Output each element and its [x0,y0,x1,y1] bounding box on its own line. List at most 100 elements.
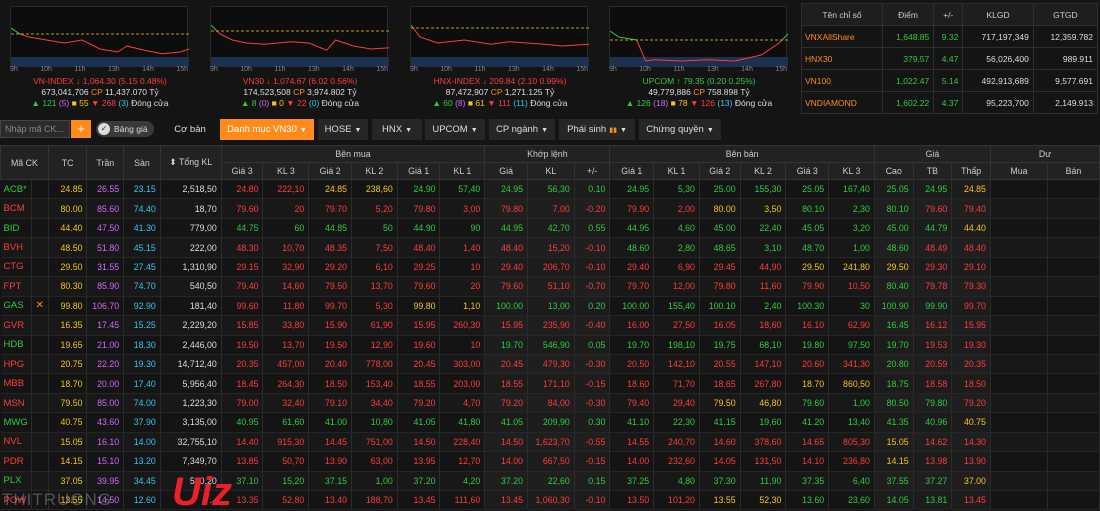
tab-vn30-portfolio[interactable]: Danh mục VN30 ▼ [220,119,314,140]
remove-icon[interactable] [31,335,49,355]
board-cell: 37.15 [308,471,352,492]
tab-hose[interactable]: HOSE ▼ [318,119,368,140]
board-cell [1047,432,1100,453]
tab-upcom[interactable]: UPCOM ▼ [425,119,485,140]
remove-icon[interactable] [31,412,49,433]
board-row[interactable]: PDR 14.15 15.10 13.20 7,349,70 13.85 50,70 13.9… [0,451,1100,472]
index-table-row[interactable]: VNXAllShare 1,648.85 9.32 717,197,349 12,359… [801,25,1099,48]
intraday-chart[interactable] [10,6,189,67]
tab-warrants[interactable]: Chứng quyền ▼ [639,119,721,140]
arrow-up-icon: ▲ [432,98,441,108]
remove-icon[interactable] [31,373,49,394]
remove-icon[interactable] [31,393,49,414]
index-table-row[interactable]: VNDIAMOND 1,602.22 4.37 95,223,700 2,149.913 [801,91,1099,114]
remove-icon[interactable] [31,257,49,278]
board-row[interactable]: MSN 79.50 85.00 74.00 1,223,30 79.00 32,40 79.1… [0,393,1100,414]
tab-basic[interactable]: Cơ bản [160,119,220,140]
board-row[interactable]: GAS ✕ 99.80 106.70 92.90 181,40 99.60 11,80 99.7… [0,296,1100,317]
board-row[interactable]: NVL 15.05 16.10 14.00 32,755,10 14.40 915,30 14… [0,432,1100,453]
remove-icon[interactable] [31,237,49,258]
remove-icon[interactable] [31,354,49,375]
board-row[interactable]: HDB 19.65 21.00 18.30 2,446,00 19.50 13,70 19.5… [0,335,1100,355]
index-card-hnx-index[interactable]: 9h 10h 11h 13h 14h 15h HNX-INDEX ↓ 209.84 (2.… [404,4,596,110]
intraday-chart[interactable] [210,6,389,67]
index-card-vn30[interactable]: 9h 10h 11h 13h 14h 15h VN30 ↓ 1,074.67 (6.02 … [204,4,396,110]
board-cell: 44.40 [951,218,991,239]
board-cell: 18.70 [48,373,88,394]
board-row[interactable]: PLX 37.05 39.95 34.45 580,20 37.10 15,20 37.15 1… [0,471,1100,492]
remove-icon[interactable] [31,218,49,239]
board-row[interactable]: BID 44.40 47.50 41.30 779,00 44.75 60 44.85 50 44… [0,218,1100,239]
board-row[interactable]: MWG 40.75 43.60 37.90 3,135,00 40.95 61,60 41.0… [0,412,1100,433]
intraday-chart[interactable] [410,6,589,67]
symbol-cell[interactable]: BCM [0,198,32,219]
remove-icon[interactable] [31,432,49,453]
remove-icon[interactable] [31,471,49,492]
board-row[interactable]: ACB* 24.85 26.55 23.15 2,518,50 24.80 222,10 24… [0,179,1100,200]
intraday-chart[interactable] [609,6,788,67]
symbol-cell[interactable]: MBB [0,373,32,394]
symbol-cell[interactable]: FPT [0,276,32,297]
board-row[interactable]: FPT 80.30 85.90 74.70 540,50 79.40 14,60 79.50 1… [0,276,1100,297]
symbol-cell[interactable]: NVL [0,432,32,453]
board-cell: 5,30 [351,296,398,317]
tab-sector[interactable]: CP ngành ▼ [489,119,555,140]
board-row[interactable]: CTG 29.50 31.55 27.45 1,310,90 29.15 32,90 29.2… [0,257,1100,278]
board-row[interactable]: MBB 18.70 20.00 17.40 5,956,40 18.45 264,30 18.… [0,373,1100,394]
add-symbol-button[interactable]: + [71,120,91,138]
symbol-cell[interactable]: GAS [0,296,32,317]
tab-derivatives[interactable]: Phái sinh ▮▮ ▼ [559,119,635,140]
symbol-search-input[interactable]: Nhập mã CK... [0,120,70,138]
symbol-cell[interactable]: BVH [0,237,32,258]
price-board-toggle[interactable]: ✓ Bảng giá [96,121,154,137]
symbol-cell[interactable]: HPG [0,354,32,375]
board-cell: 20.55 [699,354,741,375]
col-symbol[interactable]: Mã CK [0,145,49,180]
index-card-vn-index[interactable]: 9h 10h 11h 13h 14h 15h VN-INDEX ↓ 1,064.30 (5… [4,4,196,110]
board-row[interactable]: BVH 48.50 51.80 45.15 222,00 48.30 10,70 48.35 7… [0,237,1100,258]
remove-icon[interactable] [31,198,49,219]
index-table-row[interactable]: VN100 1,022.47 5.14 492,913,689 9,577.691 [801,69,1099,92]
board-cell: 44.75 [221,218,264,239]
board-cell: 13.45 [484,490,528,511]
board-cell: 41.20 [785,412,830,433]
remove-icon[interactable] [31,276,49,297]
symbol-cell[interactable]: POW [0,490,32,511]
board-cell: 22.20 [86,354,125,375]
remove-icon[interactable]: ✕ [31,296,49,317]
board-cell: 37.20 [397,471,441,492]
board-cell: 14,712,40 [160,354,222,375]
board-cell: 181,40 [160,296,222,317]
symbol-cell[interactable]: MWG [0,412,32,433]
symbol-cell[interactable]: ACB* [0,179,32,200]
remove-icon[interactable] [31,451,49,472]
symbol-cell[interactable]: BID [0,218,32,239]
symbol-cell[interactable]: MSN [0,393,32,414]
symbol-cell[interactable]: PLX [0,471,32,492]
symbol-cell[interactable]: GVR [0,315,32,336]
index-table-row[interactable]: HNX30 379.57 4.47 56,026,400 989.911 [801,47,1099,70]
remove-icon[interactable] [31,315,49,336]
board-row[interactable]: POW 13.55 14.50 12.60... 13.35 52,80 13.40 188,… [0,490,1100,511]
remove-icon[interactable] [31,179,49,200]
board-subheader: Giá [484,162,528,180]
board-row[interactable]: HPG 20.75 22.20 19.30 14,712,40 20.35 457,00 20… [0,354,1100,375]
board-row[interactable]: GVR 16.35 17.45 15.25 2,229,20 15.85 33,80 15.9… [0,315,1100,336]
tab-hnx[interactable]: HNX ▼ [372,119,422,140]
board-cell: 14.40 [221,432,264,453]
symbol-cell[interactable]: PDR [0,451,32,472]
board-cell: 62,90 [828,315,875,336]
symbol-cell[interactable]: CTG [0,257,32,278]
board-row[interactable]: BCM 80.00 85.60 74.40 18,70 79.60 20 79.70 5,20 7… [0,198,1100,219]
board-cell: 24.95 [913,179,953,200]
col-total-volume[interactable]: ⬍ Tổng KL [159,145,222,180]
index-card-upcom[interactable]: 9h 10h 11h 13h 14h 15h UPCOM ↑ 79.35 (0.20 0.… [603,4,795,110]
remove-icon[interactable] [31,490,49,511]
board-cell: 79.80 [913,393,953,414]
board-cell: 19.30 [123,354,161,375]
symbol-cell[interactable]: HDB [0,335,32,355]
unit: Tỷ [544,87,555,97]
board-cell: 2,229,20 [160,315,222,336]
board-cell [1047,257,1100,278]
board-cell: 79.10 [308,393,352,414]
